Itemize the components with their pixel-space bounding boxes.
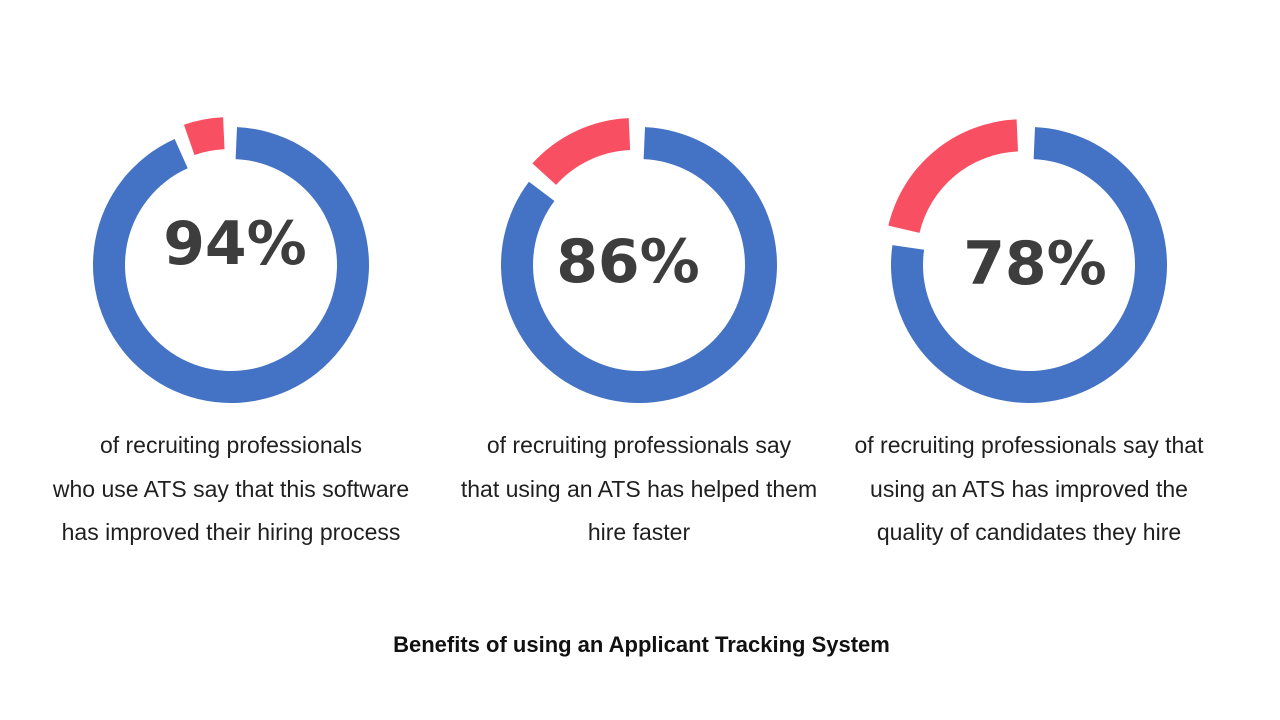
caption-line: of recruiting professionals [99,432,363,458]
caption-line: quality of candidates they hire [876,519,1182,545]
caption-line: of recruiting professionals say [486,432,792,458]
donut-slice-remainder [532,118,631,185]
caption-line: using an ATS has improved the [870,475,1188,502]
donut-percent-label: 78% [963,229,1107,299]
donut-chart: 86% [500,118,777,403]
donut-chart: 94% [93,117,370,404]
caption-line: of recruiting professionals say that [854,432,1204,458]
donut-slice-remainder [183,117,225,156]
stat-caption: of recruiting professionals say that usi… [819,424,1239,555]
caption-line: has improved their hiring process [61,519,401,545]
stat-card-hiring-process: 94% of recruiting professionals who use … [21,0,441,600]
stat-caption: of recruiting professionals who use ATS … [21,424,441,555]
donut-chart: 78% [888,119,1167,404]
stat-caption: of recruiting professionals say that usi… [429,424,849,555]
chart-title: Benefits of using an Applicant Tracking … [393,632,890,657]
caption-line: hire faster [587,519,691,545]
donut-slice-remainder [888,119,1019,233]
caption-line: who use ATS say that this software [52,475,410,502]
stat-card-hire-faster: 86% of recruiting professionals say that… [429,0,849,600]
stat-card-candidate-quality: 78% of recruiting professionals say that… [819,0,1239,600]
donut-percent-label: 86% [556,227,700,297]
donut-percent-label: 94% [163,209,307,279]
caption-line: that using an ATS has helped them [460,475,818,502]
